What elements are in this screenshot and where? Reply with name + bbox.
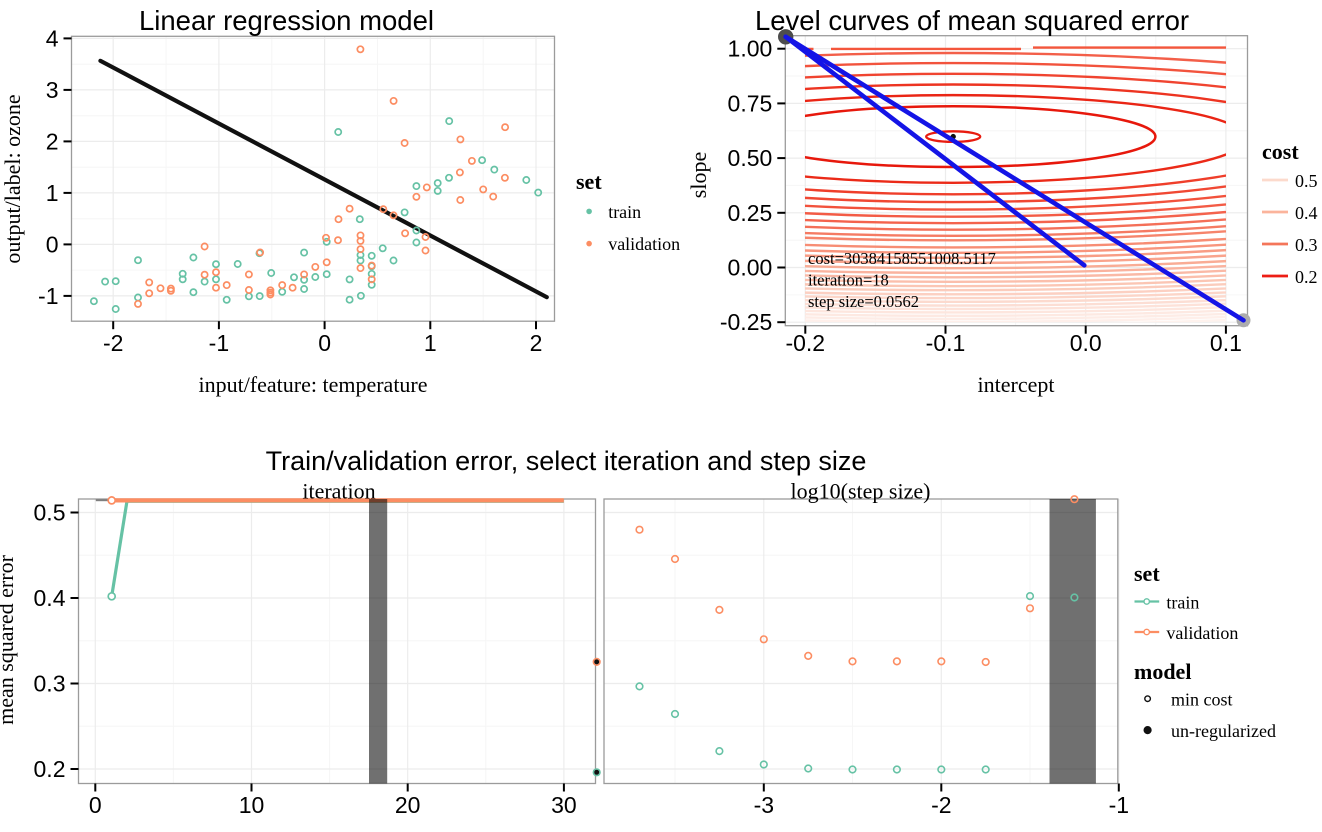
svg-text:min cost: min cost (1171, 690, 1233, 710)
svg-text:0.5: 0.5 (1295, 171, 1318, 191)
svg-text:model: model (1134, 659, 1191, 684)
svg-text:-2: -2 (931, 792, 951, 818)
svg-text:0.2: 0.2 (34, 756, 66, 782)
svg-text:0: 0 (46, 231, 59, 257)
svg-text:0.3: 0.3 (1295, 235, 1318, 255)
svg-text:2: 2 (530, 330, 543, 356)
svg-text:2: 2 (46, 128, 59, 154)
svg-text:1: 1 (46, 180, 59, 206)
svg-text:20: 20 (395, 792, 421, 818)
svg-text:train: train (1166, 593, 1199, 613)
svg-text:0.5: 0.5 (34, 500, 66, 526)
svg-text:0.4: 0.4 (1295, 203, 1318, 223)
svg-text:set: set (1134, 561, 1160, 586)
svg-text:0.4: 0.4 (34, 585, 66, 611)
svg-text:-3: -3 (754, 792, 774, 818)
svg-text:-0.2: -0.2 (785, 330, 825, 356)
svg-text:-1: -1 (1109, 792, 1129, 818)
svg-text:1.00: 1.00 (728, 36, 773, 62)
svg-text:0: 0 (318, 330, 331, 356)
svg-text:output/label: ozone: output/label: ozone (0, 94, 25, 263)
svg-text:un-regularized: un-regularized (1171, 721, 1276, 741)
svg-text:-2: -2 (103, 330, 123, 356)
svg-text:log10(step size): log10(step size) (791, 479, 931, 504)
svg-text:Level curves of mean squared e: Level curves of mean squared error (755, 5, 1189, 36)
svg-text:10: 10 (239, 792, 265, 818)
svg-text:4: 4 (46, 25, 59, 51)
svg-text:intercept: intercept (978, 372, 1055, 397)
svg-text:train: train (608, 202, 641, 222)
svg-text:Train/validation error, select: Train/validation error, select iteration… (266, 446, 867, 476)
svg-text:30: 30 (551, 792, 577, 818)
svg-text:0.75: 0.75 (728, 90, 773, 116)
svg-text:0: 0 (89, 792, 102, 818)
svg-text:mean squared error: mean squared error (0, 554, 18, 724)
svg-text:0.2: 0.2 (1295, 267, 1318, 287)
svg-text:0.0: 0.0 (1070, 330, 1102, 356)
svg-text:0.00: 0.00 (728, 255, 773, 281)
svg-text:Linear regression model: Linear regression model (139, 5, 434, 36)
svg-text:step size=0.0562: step size=0.0562 (808, 292, 919, 311)
svg-text:validation: validation (608, 234, 680, 254)
svg-text:0.1: 0.1 (1210, 330, 1242, 356)
svg-text:0.50: 0.50 (728, 145, 773, 171)
svg-text:iteration: iteration (302, 479, 375, 504)
svg-text:input/feature: temperature: input/feature: temperature (198, 372, 427, 397)
svg-text:-0.25: -0.25 (720, 309, 772, 335)
svg-text:validation: validation (1166, 623, 1238, 643)
svg-text:-0.1: -0.1 (926, 330, 966, 356)
svg-text:-1: -1 (209, 330, 229, 356)
svg-text:0.3: 0.3 (34, 671, 66, 697)
svg-text:1: 1 (424, 330, 437, 356)
svg-text:cost=30384158551008.5117: cost=30384158551008.5117 (808, 249, 996, 268)
svg-text:slope: slope (686, 152, 711, 198)
svg-text:0.25: 0.25 (728, 200, 773, 226)
svg-text:3: 3 (46, 77, 59, 103)
svg-text:iteration=18: iteration=18 (808, 271, 889, 290)
svg-text:cost: cost (1262, 139, 1299, 164)
svg-text:set: set (576, 169, 602, 194)
svg-text:-1: -1 (38, 283, 58, 309)
